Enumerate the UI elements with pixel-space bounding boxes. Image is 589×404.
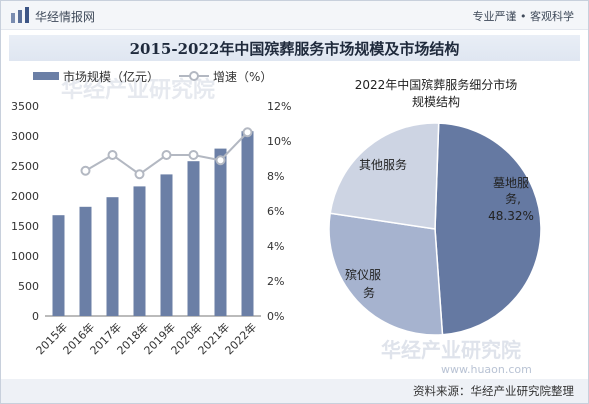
growth-point — [188, 150, 199, 160]
legend-swatch-bar — [33, 72, 59, 80]
growth-point — [80, 165, 91, 176]
top-bar: 华经情报网 专业严谨 • 客观科学 — [1, 1, 588, 30]
right-tick-label: 6% — [267, 205, 284, 218]
slogan: 专业严谨 • 客观科学 — [472, 10, 574, 23]
watermark-url: www.huaon.com — [441, 363, 532, 376]
growth-point — [107, 150, 118, 160]
title-band: 2015-2022年中国殡葬服务市场规模及市场结构 — [9, 35, 580, 61]
left-tick-label: 2000 — [11, 190, 39, 203]
bar — [79, 206, 92, 316]
logo-icon — [11, 7, 29, 23]
pie-title-line2: 规模结构 — [412, 94, 460, 109]
bar — [241, 131, 254, 316]
right-tick-label: 8% — [267, 170, 284, 183]
bar — [52, 215, 65, 316]
growth-point — [134, 169, 145, 180]
left-axis: 0 500 1000 1500 2000 2500 3000 3500 — [11, 100, 39, 323]
bar — [160, 174, 173, 316]
left-tick-label: 500 — [18, 280, 39, 293]
chart-title: 2015-2022年中国殡葬服务市场规模及市场结构 — [129, 40, 460, 58]
legend-marker-line — [189, 71, 199, 81]
growth-point — [242, 127, 253, 138]
watermark-text-bottom: 华经产业研究院 — [381, 338, 521, 362]
left-tick-label: 3000 — [11, 130, 39, 143]
pie-slice — [328, 212, 444, 336]
bar — [133, 186, 146, 316]
left-tick-label: 1500 — [11, 220, 39, 233]
pie-label: 墓地服 — [493, 176, 529, 190]
pie-slice — [434, 122, 542, 336]
pie-label-cont: 务 — [363, 285, 375, 300]
watermark-text: 华经产业研究院 — [61, 77, 215, 103]
bar — [106, 197, 119, 316]
pie-value-label: 48.32% — [488, 209, 534, 223]
left-tick-label: 0 — [32, 310, 39, 323]
pie-label-cont: 务, — [505, 191, 521, 206]
right-axis: 0% 2% 4% 6% 8% 10% 12% — [267, 100, 291, 323]
right-tick-label: 2% — [267, 275, 284, 288]
right-tick-label: 12% — [267, 100, 291, 113]
growth-point — [161, 150, 172, 160]
source-note: 资料来源：华经产业研究院整理 — [413, 384, 574, 398]
legend-label-bar: 市场规模（亿元） — [63, 69, 159, 84]
right-tick-label: 0% — [267, 310, 284, 323]
right-tick-label: 4% — [267, 240, 284, 253]
chart-svg: 华经产业研究院 华经产业研究院 www.huaon.com 市场规模（亿元） 增… — [11, 69, 542, 376]
left-tick-label: 2500 — [11, 160, 39, 173]
line-series — [80, 127, 253, 180]
legend-label-line: 增速（%） — [213, 70, 272, 84]
pie-label: 其他服务 — [359, 157, 407, 172]
left-tick-label: 1000 — [11, 250, 39, 263]
right-tick-label: 10% — [267, 135, 291, 148]
left-tick-label: 3500 — [11, 100, 39, 113]
brand-name: 华经情报网 — [35, 10, 96, 24]
bar-series — [52, 131, 254, 316]
pie-slice — [329, 122, 440, 230]
growth-point — [215, 155, 226, 166]
footer-band: 资料来源：华经产业研究院整理 — [1, 379, 588, 403]
bar — [187, 161, 200, 316]
bar — [214, 148, 227, 316]
pie-title-line1: 2022年中国殡葬服务细分市场 — [355, 77, 518, 92]
legend: 市场规模（亿元） 增速（%） — [33, 69, 272, 84]
watermark: 华经产业研究院 华经产业研究院 www.huaon.com — [61, 77, 532, 376]
pie-label: 殡仪服 — [345, 267, 381, 282]
